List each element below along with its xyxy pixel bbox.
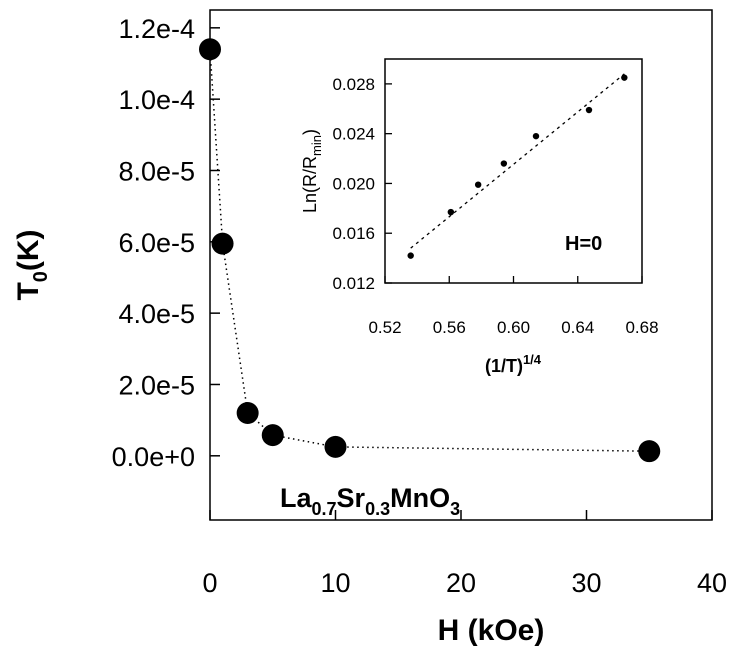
inset-data-point xyxy=(407,252,414,259)
main-y-tick-label: 8.0e-5 xyxy=(118,156,195,186)
inset-x-axis: 0.52 0.56 0.60 0.64 0.68 xyxy=(368,276,659,337)
formula-element: Sr xyxy=(337,483,366,513)
main-series xyxy=(199,38,661,463)
main-y-axis-title-subscript: 0 xyxy=(30,271,52,282)
main-y-axis-title: T0(K) xyxy=(12,229,52,300)
inset-y-axis: 0.012 0.016 0.020 0.024 0.028 xyxy=(332,75,392,293)
inset-x-tick-label: 0.60 xyxy=(497,318,530,337)
main-x-tick-label: 0 xyxy=(202,568,217,598)
inset-data-point xyxy=(585,106,593,114)
inset-data-point xyxy=(500,160,508,167)
main-y-tick-label: 6.0e-5 xyxy=(118,228,195,258)
inset-y-axis-title-close: ) xyxy=(300,129,320,135)
inset-plot-frame xyxy=(384,58,643,284)
main-data-point xyxy=(261,424,284,447)
main-y-tick-label: 1.2e-4 xyxy=(118,14,195,44)
main-y-axis-title-symbol: T xyxy=(12,282,45,300)
compound-formula: La0.7Sr0.3MnO3 xyxy=(280,483,460,519)
main-y-tick-label: 0.0e+0 xyxy=(112,442,195,472)
inset-y-axis-title: Ln(R/Rmin) xyxy=(300,129,324,213)
main-y-axis-title-unit: (K) xyxy=(12,229,45,271)
main-x-axis: 0 10 20 30 40 xyxy=(202,510,727,598)
main-data-point xyxy=(236,402,259,425)
main-x-tick-label: 40 xyxy=(697,568,727,598)
formula-subscript: 0.3 xyxy=(365,499,390,519)
inset-x-axis-title-superscript: 1/4 xyxy=(523,352,542,367)
inset-data-point xyxy=(474,181,482,188)
main-x-axis-title: H (kOe) xyxy=(438,614,545,647)
inset-x-tick-label: 0.56 xyxy=(433,318,466,337)
main-y-tick-label: 1.0e-4 xyxy=(118,85,195,115)
inset-x-tick-label: 0.64 xyxy=(561,318,594,337)
inset-data-point xyxy=(532,132,540,140)
inset-annotation: H=0 xyxy=(565,233,602,255)
inset-y-tick-label: 0.016 xyxy=(332,224,375,243)
inset-y-axis-title-subscript: min xyxy=(309,135,324,156)
inset-x-axis-title-base: (1/T) xyxy=(485,356,523,376)
main-y-tick-label: 4.0e-5 xyxy=(118,299,195,329)
main-x-tick-label: 20 xyxy=(446,568,476,598)
main-data-point xyxy=(199,38,221,61)
main-series-connector xyxy=(209,49,650,452)
main-x-tick-label: 10 xyxy=(320,568,350,598)
main-plot: 0.0e+0 2.0e-5 4.0e-5 6.0e-5 8.0e-5 1.0e-4 1.2e… xyxy=(12,9,727,647)
inset-y-tick-label: 0.028 xyxy=(332,75,375,94)
inset-y-tick-label: 0.020 xyxy=(332,174,375,193)
main-data-point xyxy=(211,232,234,255)
main-data-point xyxy=(638,440,661,463)
main-x-tick-label: 30 xyxy=(571,568,601,598)
formula-element: La xyxy=(280,483,312,513)
inset-y-tick-label: 0.024 xyxy=(332,125,375,144)
formula-element: MnO xyxy=(390,483,450,513)
inset-data-point xyxy=(447,208,455,216)
inset-x-tick-label: 0.52 xyxy=(368,318,401,337)
formula-subscript: 3 xyxy=(450,499,460,519)
formula-subscript: 0.7 xyxy=(312,499,337,519)
main-y-axis: 0.0e+0 2.0e-5 4.0e-5 6.0e-5 8.0e-5 1.0e-4 1.2e… xyxy=(112,14,220,472)
inset-y-tick-label: 0.012 xyxy=(332,274,375,293)
inset-data-point xyxy=(621,74,628,81)
main-data-point xyxy=(324,435,347,458)
inset-y-axis-title-base: Ln(R/R xyxy=(300,156,320,213)
inset-x-tick-label: 0.68 xyxy=(625,318,658,337)
inset-series xyxy=(407,74,628,259)
inset-x-axis-title: (1/T)1/4 xyxy=(485,352,542,376)
main-y-tick-label: 2.0e-5 xyxy=(118,370,195,400)
